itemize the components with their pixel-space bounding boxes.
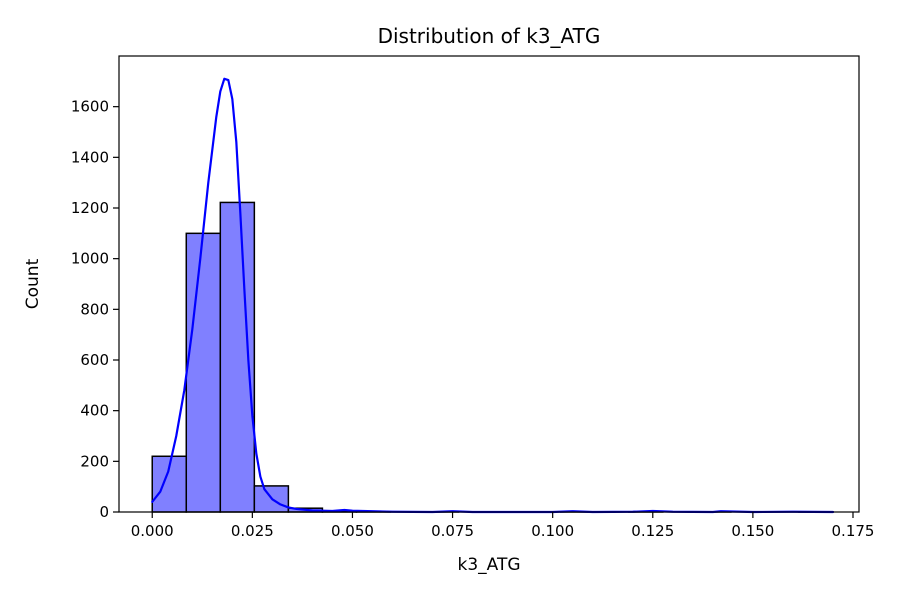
y-tick-label: 600 [80,351,109,369]
x-tick-label: 0.050 [331,522,374,540]
x-axis-ticks: 0.000 0.025 0.050 0.075 0.100 0.125 0.150 0.175 [131,512,875,540]
x-axis-label: k3_ATG [457,555,520,575]
y-tick-label: 1000 [71,250,109,268]
y-tick-label: 400 [80,402,109,420]
y-tick-label: 1600 [71,98,109,116]
y-axis-label: Count [23,258,43,309]
x-tick-label: 0.125 [631,522,674,540]
plot-area-frame [118,55,860,513]
y-tick-label: 800 [80,300,109,318]
x-tick-label: 0.075 [431,522,474,540]
x-tick-label: 0.000 [131,522,174,540]
y-tick-label: 200 [80,452,109,470]
y-tick-label: 0 [99,503,109,521]
y-tick-label: 1400 [71,148,109,166]
chart-title: Distribution of k3_ATG [378,24,601,48]
x-tick-label: 0.150 [731,522,774,540]
histogram-bar-1 [185,232,222,513]
y-tick-label: 1200 [71,199,109,217]
x-tick-label: 0.175 [832,522,875,540]
y-axis-ticks: 0 200 400 600 800 1000 1200 1400 1600 [71,98,119,521]
x-tick-label: 0.100 [531,522,574,540]
x-tick-label: 0.025 [231,522,274,540]
